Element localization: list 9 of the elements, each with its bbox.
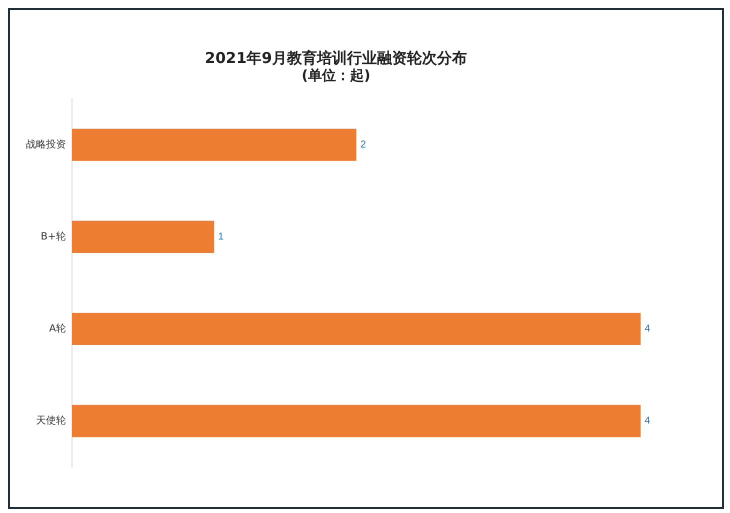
data-label: 4 [644,324,651,335]
data-label: 4 [644,416,651,427]
chart-title: 2021年9月教育培训行业融资轮次分布 [204,48,468,67]
y-tick-label: 战略投资 [26,138,66,150]
data-label: 1 [218,232,224,243]
y-tick-label: A轮 [49,322,66,335]
y-tick-label: B+轮 [40,230,66,242]
y-tick-label: 天使轮 [36,414,66,427]
data-label: 2 [360,140,366,151]
